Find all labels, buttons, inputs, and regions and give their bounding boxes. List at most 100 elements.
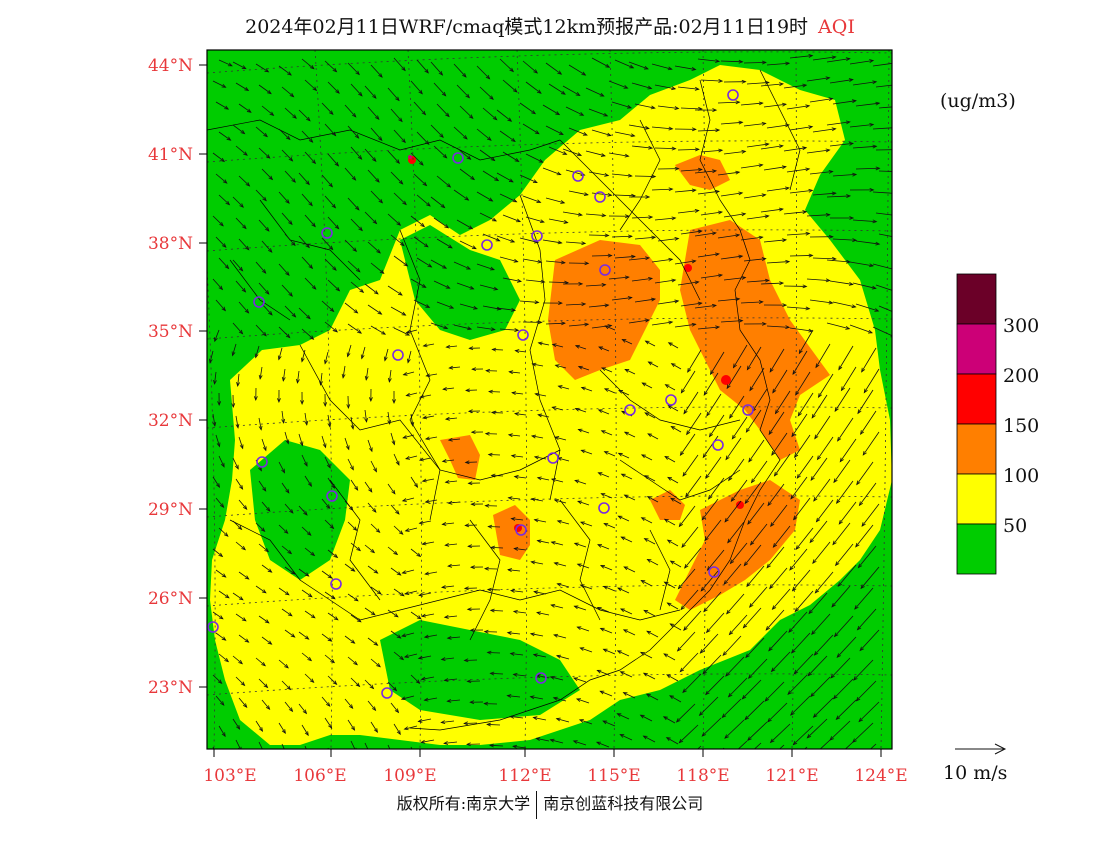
wind-vector [548, 83, 566, 95]
wind-vector [364, 544, 375, 553]
wind-vector-head [738, 120, 744, 125]
wind-vector [218, 131, 231, 141]
wind-vector-head [643, 538, 649, 542]
wind-vector [833, 678, 854, 699]
wind-vector-head [367, 750, 370, 754]
wind-vector [816, 499, 834, 522]
wind-vector-head [399, 655, 405, 661]
wind-vector-head [812, 559, 817, 564]
wind-vector-head [442, 386, 448, 391]
wind-vector [298, 307, 311, 319]
wind-vector-head [794, 453, 799, 459]
wind-vector [424, 634, 438, 638]
wind-vector-head [215, 483, 221, 488]
city-marker [381, 687, 393, 699]
wind-vector-head [835, 715, 841, 721]
wind-vector [350, 416, 354, 429]
legend-swatch-0 [956, 523, 997, 575]
wind-vector-head [810, 755, 814, 759]
wind-vector [855, 102, 880, 107]
wind-vector-head [778, 207, 784, 212]
wind-vector [596, 741, 610, 748]
wind-vector [238, 436, 244, 449]
wind-vector-head [674, 236, 680, 241]
wind-vector [728, 677, 748, 698]
wind-vector [783, 211, 807, 215]
wind-vector [364, 148, 377, 162]
wind-vector-head [373, 641, 379, 646]
wind-vector [740, 164, 763, 169]
wind-vector-head [602, 648, 608, 653]
wind-vector [548, 218, 568, 224]
wind-vector-head [348, 704, 354, 710]
city-marker [256, 456, 268, 468]
wind-vector-head [898, 236, 902, 239]
wind-vector-head [738, 191, 744, 196]
wind-vector [834, 615, 854, 637]
legend-label-300: 300 [1003, 315, 1040, 337]
wind-vector [304, 745, 307, 749]
wind-vector [425, 499, 438, 503]
wind-vector [235, 82, 249, 91]
wind-vector [347, 62, 360, 75]
wind-vector [577, 500, 590, 506]
wind-vector-head [758, 235, 764, 240]
wind-vector [278, 347, 283, 360]
wind-vector [525, 279, 545, 283]
wind-vector [232, 322, 243, 334]
wind-vector [699, 696, 719, 716]
wind-vector [421, 739, 435, 743]
wind-vector [502, 79, 518, 93]
wind-vector-head [667, 342, 673, 347]
wind-vector [723, 277, 746, 281]
wind-vector [588, 171, 609, 176]
wind-vector-head [698, 711, 704, 716]
wind-vector [717, 101, 740, 104]
wind-vector-head [664, 455, 670, 460]
wind-vector-head [405, 392, 411, 397]
wind-vector [347, 125, 359, 139]
wind-vector-head [643, 475, 649, 480]
wind-vector-head [831, 55, 837, 60]
wind-vector-head [407, 358, 411, 364]
wind-vector-head [536, 89, 542, 94]
wind-vector-head [403, 726, 409, 731]
wind-vector-head [418, 89, 423, 95]
wind-vector-head [606, 132, 612, 137]
wind-vector-head [305, 180, 310, 186]
wind-vector [284, 305, 296, 318]
wind-vector [531, 498, 544, 502]
wind-vector-head [596, 606, 602, 611]
wind-vector [710, 351, 725, 375]
wind-vector [258, 417, 262, 430]
reference-vector-arrow [955, 743, 1007, 755]
wind-vector-head [715, 325, 721, 330]
wind-vector-head [311, 222, 316, 228]
wind-vector-head [728, 755, 732, 759]
wind-vector-head [302, 709, 308, 715]
wind-vector-head [718, 148, 724, 153]
wind-vector-head [328, 723, 333, 729]
wind-vector-head [246, 108, 252, 113]
wind-vector [531, 435, 544, 439]
wind-vector-head [221, 83, 227, 88]
wind-vector [644, 475, 656, 482]
wind-vector-head [530, 434, 536, 439]
wind-vector-head [714, 252, 720, 257]
wind-vector [525, 216, 545, 223]
wind-vector [763, 239, 787, 243]
wind-vector-head [509, 589, 515, 593]
wind-vector [444, 741, 458, 744]
wind-vector-head [392, 686, 398, 692]
wind-vector [215, 569, 226, 578]
wind-vector-head [580, 386, 586, 391]
wind-vector-head [727, 538, 732, 544]
wind-vector [284, 629, 295, 638]
wind-vector-head [554, 436, 560, 440]
wind-vector-head [369, 684, 375, 690]
wind-vector [416, 194, 431, 207]
wind-vector-head [421, 541, 427, 546]
wind-vector-head [747, 520, 752, 525]
wind-vector [214, 329, 220, 342]
wind-vector [806, 278, 830, 282]
